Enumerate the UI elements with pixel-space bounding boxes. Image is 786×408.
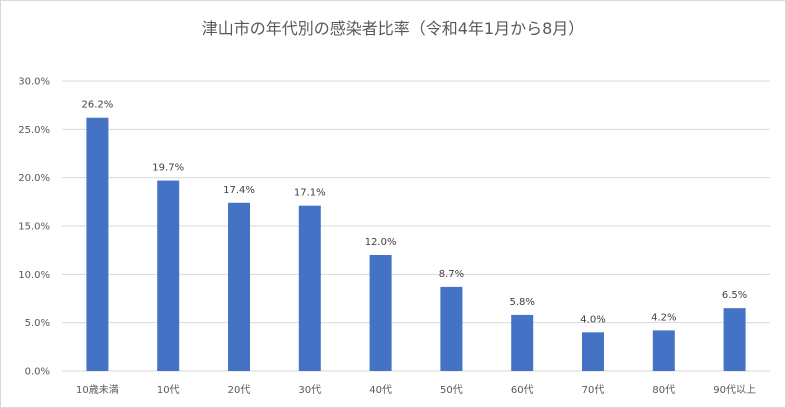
gridlines	[62, 80, 770, 372]
data-label: 8.7%	[439, 269, 464, 280]
bar-7	[582, 332, 604, 371]
bars	[86, 117, 746, 371]
x-tick-label: 20代	[228, 384, 251, 396]
data-label: 19.7%	[152, 163, 184, 174]
y-tick-label: 0.0%	[25, 367, 50, 378]
data-label: 12.0%	[365, 237, 397, 248]
x-tick-label: 10代	[157, 384, 180, 396]
bar-8	[652, 330, 675, 371]
x-tick-label: 40代	[369, 384, 392, 396]
y-tick-label: 15.0%	[18, 222, 50, 233]
y-tick-label: 30.0%	[18, 77, 50, 88]
bar-2	[228, 202, 250, 371]
y-tick-label: 25.0%	[18, 125, 50, 136]
data-label: 4.0%	[580, 314, 605, 325]
x-tick-label: 50代	[440, 384, 463, 396]
bar-0	[86, 117, 109, 371]
data-label: 6.5%	[722, 290, 747, 301]
data-label: 4.2%	[651, 312, 676, 323]
bar-1	[157, 180, 180, 371]
data-label: 17.1%	[294, 188, 326, 199]
bar-4	[369, 255, 392, 371]
bar-6	[511, 314, 534, 371]
x-tick-label: 70代	[582, 384, 605, 396]
x-tick-label: 30代	[298, 384, 321, 396]
data-label: 26.2%	[82, 100, 114, 111]
bar-9	[723, 308, 746, 371]
y-tick-label: 5.0%	[25, 318, 50, 329]
x-tick-label: 10歳未満	[76, 384, 119, 396]
x-tick-label: 80代	[652, 384, 675, 396]
bar-3	[298, 205, 321, 371]
data-label: 5.8%	[509, 297, 534, 308]
x-tick-label: 60代	[511, 384, 534, 396]
data-label: 17.4%	[223, 185, 255, 196]
y-tick-label: 20.0%	[18, 173, 50, 184]
labels: 0.0% 5.0% 10.0% 15.0% 20.0% 25.0% 30.0% 26.2% 10…	[18, 77, 756, 397]
bar-5	[440, 286, 463, 371]
y-tick-label: 10.0%	[18, 270, 50, 281]
x-tick-label: 90代以上	[713, 384, 756, 396]
chart-title: 津山市の年代別の感染者比率（令和4年1月から8月）	[201, 19, 585, 38]
